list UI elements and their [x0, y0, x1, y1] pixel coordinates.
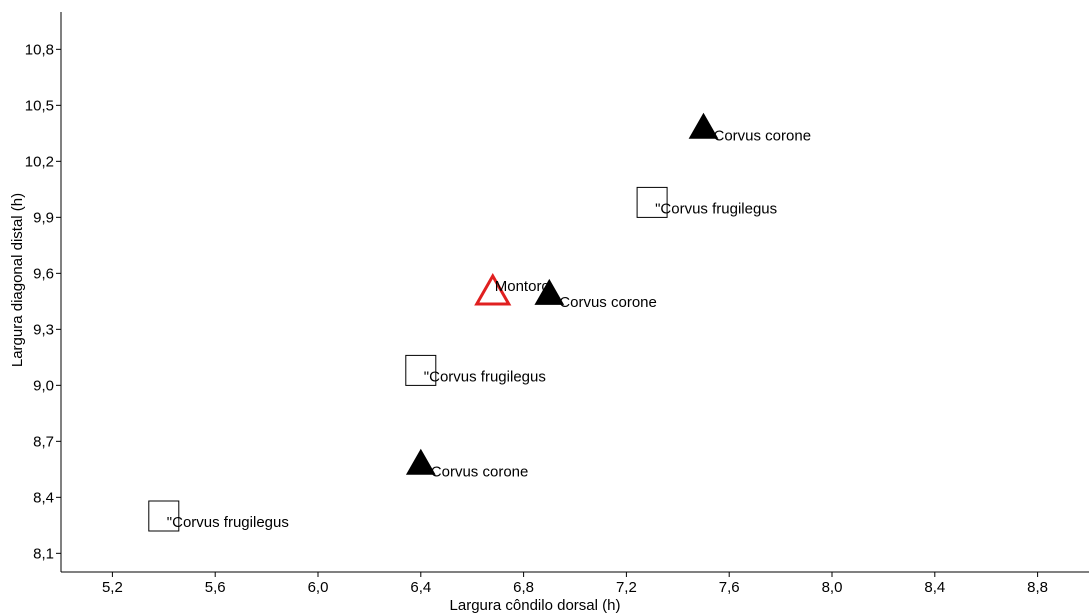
- filled-triangle-marker: [405, 448, 436, 475]
- x-tick-label: 8,4: [924, 579, 945, 596]
- data-point: "Corvus frugilegus: [636, 186, 777, 218]
- y-axis-title: Largura diagonal distal (h): [9, 193, 26, 367]
- filled-triangle-marker: [534, 278, 565, 305]
- point-label: Corvus corone: [431, 464, 529, 481]
- data-points: Corvus corone "Corvus frugilegus Montoro Co…: [148, 112, 812, 532]
- data-point: Corvus corone: [534, 278, 657, 311]
- point-label: Corvus corone: [559, 294, 657, 311]
- x-tick-label: 5,6: [205, 579, 226, 596]
- x-tick-label: 7,2: [616, 579, 637, 596]
- open-square-marker: [636, 186, 668, 218]
- point-label: Montoro: [495, 278, 550, 295]
- filled-triangle-marker: [688, 112, 719, 139]
- data-point: "Corvus frugilegus: [148, 500, 289, 532]
- x-tick-label: 8,8: [1027, 579, 1048, 596]
- y-tick-label: 9,9: [33, 209, 54, 226]
- point-label: "Corvus frugilegus: [655, 200, 777, 217]
- x-axis-title: Largura côndilo dorsal (h): [450, 597, 621, 614]
- axes: [60, 12, 1089, 573]
- x-tick-label: 5,2: [102, 579, 123, 596]
- open-square-marker: [148, 500, 180, 532]
- data-point: "Corvus frugilegus: [405, 354, 546, 386]
- y-tick-label: 9,6: [33, 265, 54, 282]
- x-tick-label: 7,6: [719, 579, 740, 596]
- x-tick-label: 8,0: [822, 579, 843, 596]
- y-tick-label: 8,7: [33, 433, 54, 450]
- y-tick-label: 10,5: [25, 97, 54, 114]
- point-label: "Corvus frugilegus: [167, 514, 289, 531]
- y-tick-label: 9,3: [33, 321, 54, 338]
- y-tick-label: 9,0: [33, 377, 54, 394]
- y-tick-label: 10,2: [25, 153, 54, 170]
- data-point: Montoro: [474, 272, 550, 306]
- open-triangle-marker: [474, 272, 512, 306]
- y-tick-label: 8,4: [33, 489, 54, 506]
- y-tick-label: 10,8: [25, 41, 54, 58]
- y-tick-label: 8,1: [33, 545, 54, 562]
- point-label: Corvus corone: [714, 128, 812, 145]
- open-square-marker: [405, 354, 437, 386]
- point-label: "Corvus frugilegus: [424, 368, 546, 385]
- x-ticks: 5,2 5,6 6,0 6,4 6,8 7,2 7,6 8,0 8,4 8,8: [102, 572, 1048, 596]
- data-point: Corvus corone: [405, 448, 529, 481]
- x-tick-label: 6,4: [410, 579, 431, 596]
- x-tick-label: 6,8: [513, 579, 534, 596]
- x-tick-label: 6,0: [308, 579, 329, 596]
- y-ticks: 8,1 8,4 8,7 9,0 9,3 9,6 9,9 10,2 10,5 10,8: [25, 41, 61, 562]
- data-point: Corvus corone: [688, 112, 812, 145]
